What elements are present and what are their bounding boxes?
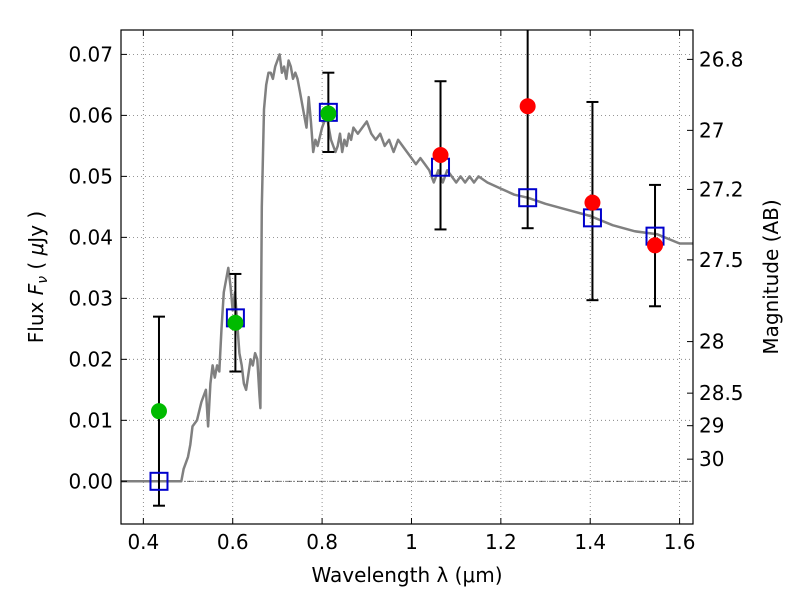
model-band-square bbox=[518, 188, 538, 208]
plot-frame bbox=[120, 29, 694, 525]
observed-point bbox=[647, 237, 664, 254]
y-tick-label: 0.03 bbox=[68, 286, 113, 310]
x-tick-label: 1.6 bbox=[664, 530, 696, 554]
right-tick-label: 27.2 bbox=[699, 177, 744, 201]
right-tick-label: 28 bbox=[699, 330, 724, 354]
model-band-square bbox=[149, 471, 169, 491]
observed-point bbox=[227, 314, 244, 331]
observed-point bbox=[432, 147, 449, 164]
x-tick-label: 1 bbox=[405, 530, 418, 554]
y-tick-label: 0.05 bbox=[68, 164, 113, 188]
x-tick-label: 1.4 bbox=[574, 530, 606, 554]
observed-point bbox=[519, 98, 536, 115]
y-axis-label-part: Jy ) bbox=[24, 211, 48, 245]
x-tick-label: 0.4 bbox=[127, 530, 159, 554]
x-tick-label: 1.2 bbox=[485, 530, 517, 554]
right-tick-label: 26.8 bbox=[699, 47, 744, 71]
y-tick-label: 0.01 bbox=[68, 408, 113, 432]
right-tick-label: 27 bbox=[699, 118, 724, 142]
y-tick-label: 0.04 bbox=[68, 225, 113, 249]
observed-point bbox=[320, 105, 337, 122]
y-axis-label-part: μ bbox=[24, 243, 48, 257]
observed-point bbox=[584, 194, 601, 211]
right-axis-label: Magnitude (AB) bbox=[759, 199, 783, 354]
y-tick-label: 0.06 bbox=[68, 103, 113, 127]
y-axis-label-part: F bbox=[24, 283, 48, 295]
y-tick-label: 0.00 bbox=[68, 469, 113, 493]
model-spectrum-line bbox=[121, 53, 693, 483]
right-tick-label: 29 bbox=[699, 414, 724, 438]
axis-ticks: 0.4 0.6 0.8 1 1.2 1.4 1.6 0.00 0.01 0.02 0.03 0.04 0… bbox=[68, 30, 744, 554]
right-tick-label: 27.5 bbox=[699, 248, 744, 272]
y-axis-label-part: ( bbox=[24, 255, 48, 276]
data-markers bbox=[149, 98, 665, 491]
x-tick-label: 0.6 bbox=[217, 530, 249, 554]
y-axis-label-part: Flux bbox=[24, 295, 48, 343]
x-tick-label: 0.8 bbox=[306, 530, 338, 554]
observed-point bbox=[150, 403, 167, 420]
y-tick-label: 0.07 bbox=[68, 42, 113, 66]
y-axis-label: Flux Fν ( μJy ) bbox=[24, 211, 51, 343]
x-axis-label: Wavelength λ (μm) bbox=[311, 563, 502, 587]
right-tick-label: 30 bbox=[699, 447, 724, 471]
y-tick-label: 0.02 bbox=[68, 347, 113, 371]
right-tick-label: 28.5 bbox=[699, 381, 744, 405]
y-axis-label-part: ν bbox=[35, 276, 51, 284]
